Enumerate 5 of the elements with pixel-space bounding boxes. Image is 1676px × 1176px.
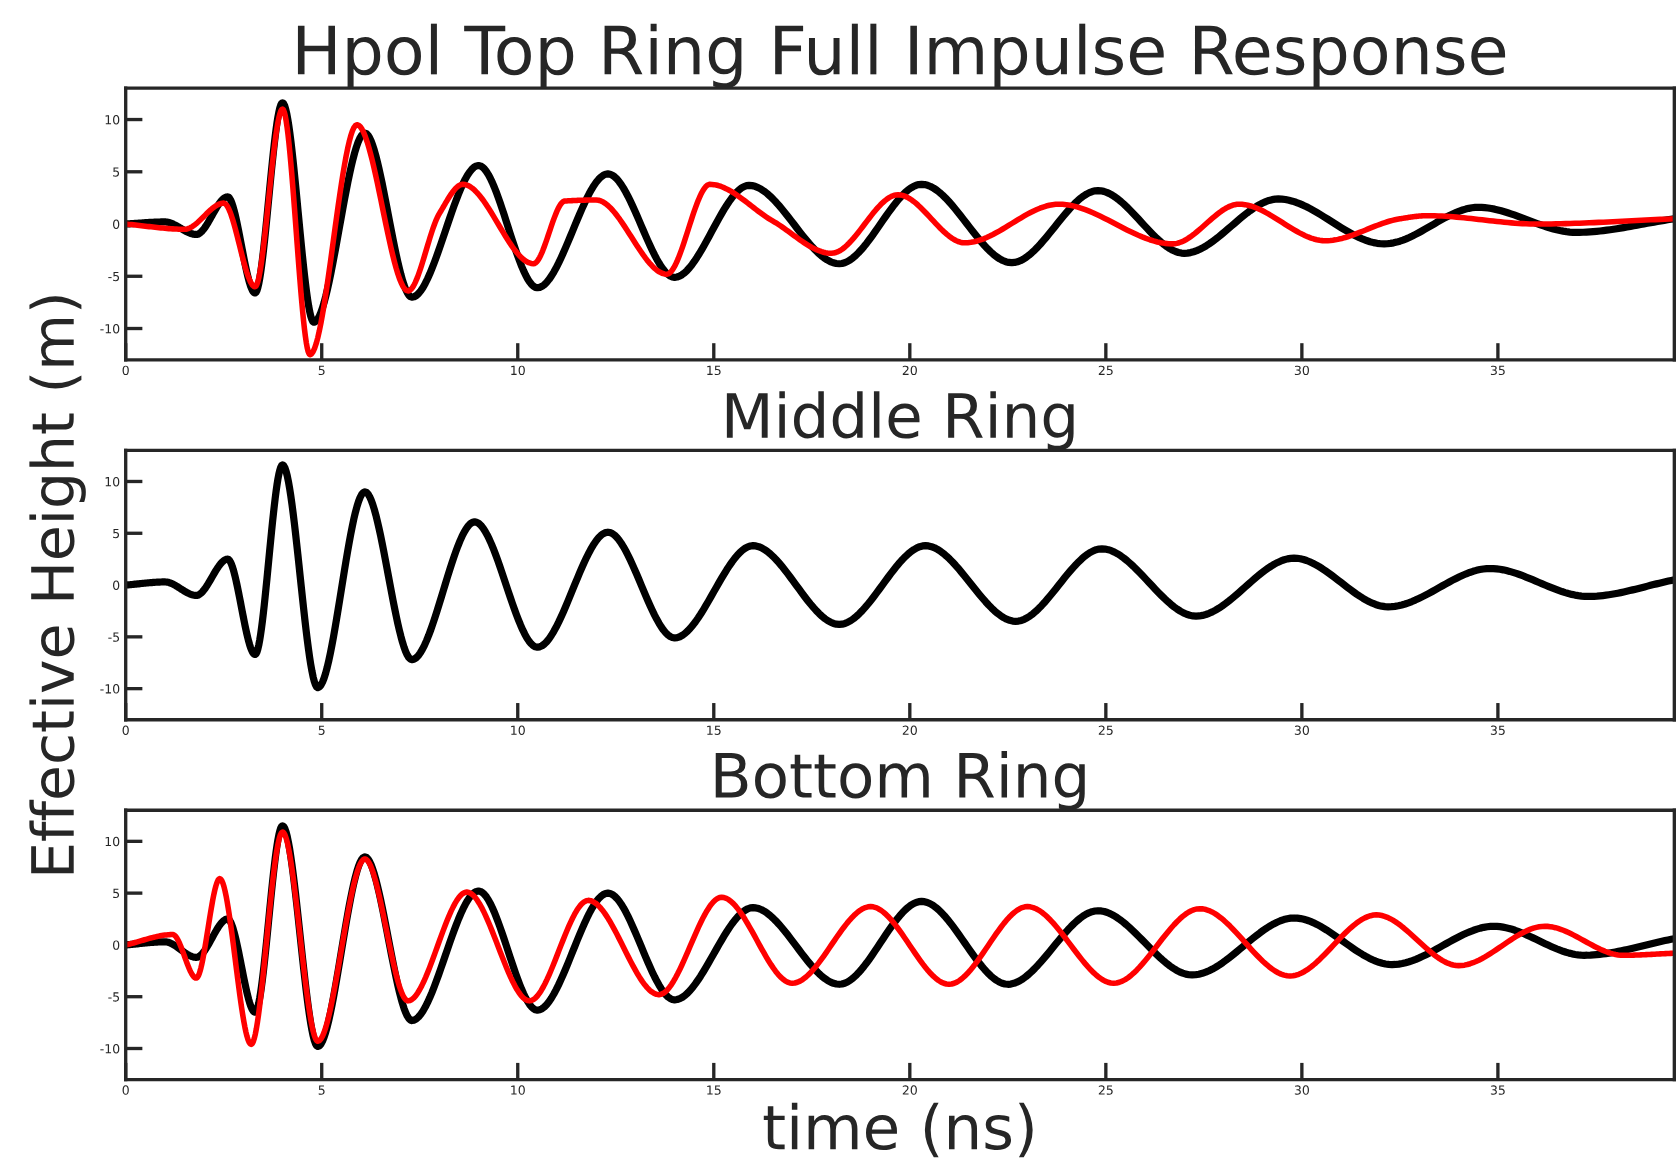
chart-title: Hpol Top Ring Full Impulse Response	[297, 23, 1506, 89]
x-axis-title: time (ns)	[763, 1102, 1033, 1158]
y-axis-title: Effective Height (m)	[29, 296, 86, 874]
chart-title: Bottom Ring	[715, 751, 1085, 811]
chart-title: Middle Ring	[726, 391, 1074, 451]
